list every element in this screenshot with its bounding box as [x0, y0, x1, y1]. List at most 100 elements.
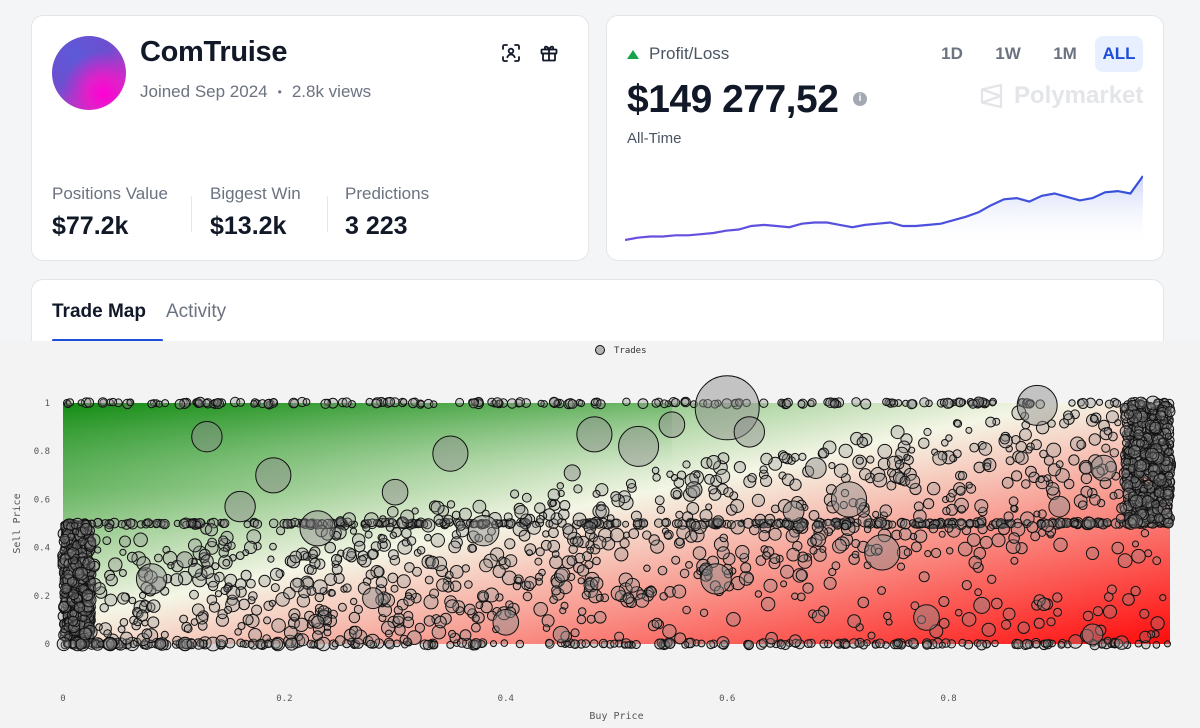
trade-point: [898, 527, 912, 541]
trade-point: [918, 571, 930, 583]
avatar[interactable]: [52, 36, 126, 110]
trade-point: [258, 574, 271, 588]
trade-point: [913, 501, 924, 512]
trade-point: [464, 580, 473, 589]
y-axis-label: Sell Price: [12, 493, 23, 553]
trade-point: [117, 520, 127, 529]
trade-point: [830, 481, 868, 518]
trade-point: [976, 516, 987, 526]
trade-point: [1162, 488, 1174, 500]
trade-point: [625, 577, 640, 593]
trade-point: [723, 487, 734, 498]
trade-point: [966, 483, 977, 494]
trade-point: [995, 518, 1006, 529]
tab-activity[interactable]: Activity: [166, 301, 227, 322]
trade-point: [1164, 640, 1171, 648]
trade-point: [676, 470, 687, 480]
trade-point: [1113, 489, 1124, 499]
trade-point: [851, 397, 861, 407]
trade-point: [894, 459, 905, 470]
trade-point: [477, 590, 489, 603]
trade-point: [783, 397, 793, 408]
trade-point: [218, 535, 229, 546]
trade-point: [592, 535, 607, 550]
stat-divider: [327, 196, 328, 232]
trade-point: [991, 533, 1006, 548]
trade-point: [1164, 447, 1173, 457]
trade-point: [429, 400, 438, 409]
trade-point: [848, 553, 860, 565]
range-all-button[interactable]: ALL: [1095, 36, 1143, 72]
tab-trade-map[interactable]: Trade Map: [52, 301, 146, 322]
range-1m-button[interactable]: 1M: [1053, 44, 1077, 63]
trade-point: [560, 601, 569, 610]
trade-point: [1134, 396, 1148, 410]
trade-point: [942, 495, 950, 504]
trade-point: [958, 638, 967, 647]
trade-point: [780, 564, 795, 579]
trade-point: [945, 503, 959, 516]
trade-point: [573, 484, 583, 494]
trade-point: [213, 398, 222, 407]
trade-point: [379, 515, 387, 523]
trade-point: [973, 596, 991, 614]
trade-point: [699, 509, 713, 523]
trade-point: [337, 602, 347, 612]
trade-point: [362, 523, 371, 532]
trade-point: [1164, 406, 1176, 418]
trade-point: [1145, 395, 1161, 411]
trade-point: [807, 398, 817, 408]
trade-point: [1068, 634, 1083, 649]
trade-point: [559, 500, 571, 511]
trade-point: [928, 523, 939, 534]
trade-point: [385, 522, 395, 532]
trade-point: [551, 585, 562, 596]
trade-point: [534, 557, 543, 566]
trade-point: [393, 605, 403, 615]
trade-point: [768, 527, 782, 541]
trade-point: [1008, 532, 1020, 544]
trade-point: [1150, 616, 1165, 631]
trade-point: [1149, 421, 1162, 434]
profit-loss-label: Profit/Loss: [649, 44, 730, 63]
trade-point: [672, 584, 687, 599]
trade-point: [955, 470, 965, 481]
trade-point: [545, 639, 555, 649]
trade-point: [913, 529, 928, 543]
trade-point: [796, 592, 806, 602]
trade-point: [535, 572, 544, 581]
trade-point: [1101, 443, 1111, 453]
range-1d-button[interactable]: 1D: [941, 44, 963, 63]
trade-point: [785, 528, 800, 543]
gift-icon[interactable]: [536, 40, 562, 66]
trade-point: [400, 509, 415, 524]
trade-point: [778, 451, 791, 464]
trade-point: [818, 447, 830, 459]
trade-point: [472, 499, 487, 514]
trade-point: [1092, 606, 1104, 617]
trade-point: [536, 514, 545, 524]
range-1w-button[interactable]: 1W: [995, 44, 1021, 63]
trade-point: [422, 639, 434, 651]
x-tick-label: 0.4: [498, 694, 514, 704]
trade-point: [730, 576, 746, 591]
trade-point: [1121, 469, 1131, 478]
scan-qr-icon[interactable]: [498, 40, 524, 66]
x-tick-label: 0.2: [276, 694, 292, 704]
trade-point: [948, 488, 957, 498]
trade-point: [269, 398, 278, 406]
trade-point: [855, 456, 864, 465]
trade-point: [323, 628, 332, 637]
trade-point: [312, 519, 323, 530]
trade-point: [1124, 517, 1137, 530]
trade-point: [754, 590, 763, 598]
info-icon[interactable]: i: [853, 92, 867, 106]
trade-point: [614, 547, 629, 562]
trade-point: [833, 521, 842, 530]
trade-point: [848, 498, 858, 508]
trade-point: [931, 547, 942, 559]
trade-point: [1128, 513, 1143, 529]
trade-point: [178, 518, 190, 530]
trade-point: [856, 436, 868, 449]
trade-point: [191, 603, 205, 617]
